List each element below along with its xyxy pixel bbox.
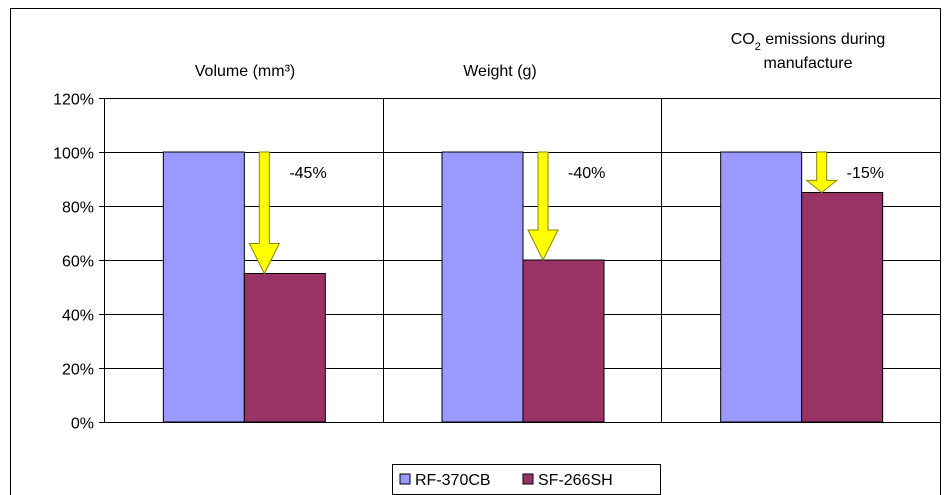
legend-swatch-rf-370cb [399, 473, 411, 485]
decrease-arrow [248, 151, 281, 275]
change-label-volume: -45% [289, 165, 326, 182]
y-tick-label: 40% [62, 308, 94, 325]
arrows [248, 151, 839, 275]
y-tick-label: 80% [62, 200, 94, 217]
bar-sf-266sh [243, 273, 326, 423]
panel-title-co2-main: CO [731, 31, 755, 48]
bar-rf-370cb [441, 151, 524, 423]
y-tick-label: 100% [53, 146, 94, 163]
y-tick-label: 20% [62, 362, 94, 379]
bar-rf-370cb [162, 151, 245, 423]
legend-label-rf-370cb: RF-370CB [415, 472, 491, 489]
legend: RF-370CB SF-266SH [392, 464, 661, 495]
bar-sf-266sh [522, 259, 605, 423]
panel-title-co2: CO2 emissions during [731, 31, 886, 53]
y-tick-labels: 0% 20% 40% 60% 80% 100% 120% [53, 92, 94, 433]
legend-swatch-sf-266sh [522, 473, 534, 485]
bar-sf-266sh [801, 192, 884, 423]
legend-label-sf-266sh: SF-266SH [538, 472, 613, 489]
y-tick-label: 120% [53, 92, 94, 109]
decrease-arrow [805, 151, 839, 194]
panel-title-volume: Volume (mm³) [195, 63, 295, 80]
decrease-arrow [527, 151, 559, 262]
panel-title-weight: Weight (g) [463, 63, 537, 80]
y-tick-label: 0% [71, 416, 94, 433]
change-label-co2: -15% [847, 165, 884, 182]
bars [162, 151, 884, 423]
panel-title-co2-rest: emissions during [761, 31, 886, 48]
panel-title-co2-sub: 2 [755, 41, 761, 53]
panel-title-co2-line2: manufacture [764, 55, 853, 72]
y-tick-label: 60% [62, 254, 94, 271]
bar-rf-370cb [720, 151, 803, 423]
change-label-weight: -40% [568, 165, 605, 182]
